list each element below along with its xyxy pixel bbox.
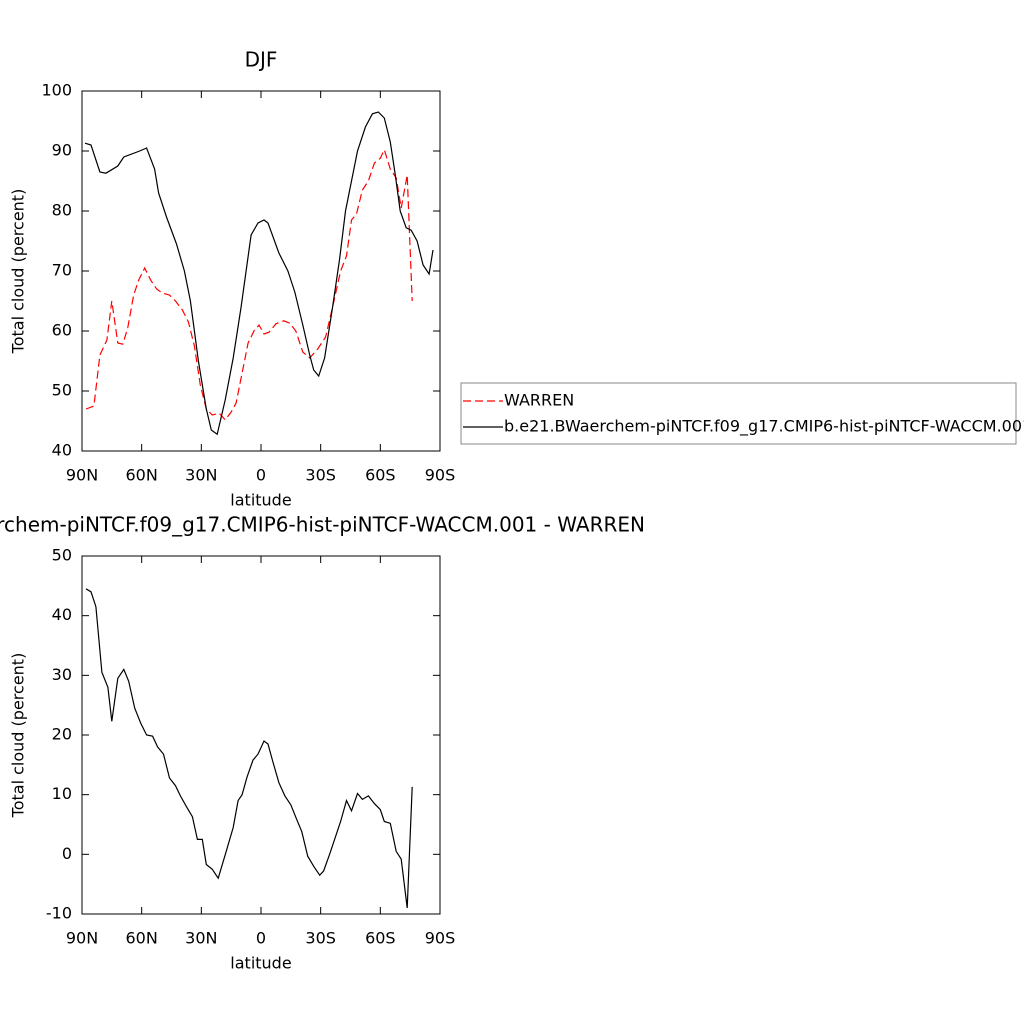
y-tick-label: 50 — [52, 381, 72, 400]
legend-label: WARREN — [504, 391, 574, 410]
x-tick-label: 90N — [66, 929, 98, 948]
x-tick-label: 30N — [185, 929, 217, 948]
data-line — [85, 588, 413, 909]
y-axis-label: Total cloud (percent) — [9, 189, 28, 355]
x-tick-label: 30S — [305, 466, 336, 485]
data-line — [84, 111, 434, 436]
x-tick-label: 60N — [126, 466, 158, 485]
x-tick-label: 0 — [256, 466, 266, 485]
x-tick-label: 0 — [256, 929, 266, 948]
y-tick-label: 0 — [62, 844, 72, 863]
y-tick-label: -10 — [46, 904, 72, 923]
y-tick-label: 80 — [52, 201, 72, 220]
x-axis-label: latitude — [230, 954, 291, 973]
plot-frame — [81, 90, 441, 452]
y-tick-label: 50 — [52, 546, 72, 565]
y-tick-label: 70 — [52, 261, 72, 280]
y-tick-label: 10 — [52, 784, 72, 803]
y-tick-label: 40 — [52, 605, 72, 624]
legend-label: b.e21.BWaerchem-piNTCF.f09_g17.CMIP6-his… — [504, 417, 1024, 437]
plot-frame — [81, 555, 441, 915]
x-tick-label: 60S — [365, 466, 396, 485]
y-tick-label: 60 — [52, 321, 72, 340]
y-tick-label: 40 — [52, 441, 72, 460]
legend-box — [460, 382, 1017, 445]
y-tick-label: 90 — [52, 141, 72, 160]
y-tick-label: 30 — [52, 665, 72, 684]
y-tick-label: 20 — [52, 725, 72, 744]
x-tick-label: 60N — [126, 929, 158, 948]
x-tick-label: 90S — [425, 466, 456, 485]
data-line — [85, 148, 413, 421]
x-tick-label: 90S — [425, 929, 456, 948]
x-tick-label: 60S — [365, 929, 396, 948]
y-axis-label: Total cloud (percent) — [9, 653, 28, 819]
x-tick-label: 30N — [185, 466, 217, 485]
y-tick-label: 100 — [41, 81, 72, 100]
chart-title: DJF — [245, 48, 278, 72]
x-tick-label: 30S — [305, 929, 336, 948]
x-axis-label: latitude — [230, 491, 291, 510]
chart-title: b.e21.BWaerchem-piNTCF.f09_g17.CMIP6-his… — [0, 513, 645, 537]
x-tick-label: 90N — [66, 466, 98, 485]
